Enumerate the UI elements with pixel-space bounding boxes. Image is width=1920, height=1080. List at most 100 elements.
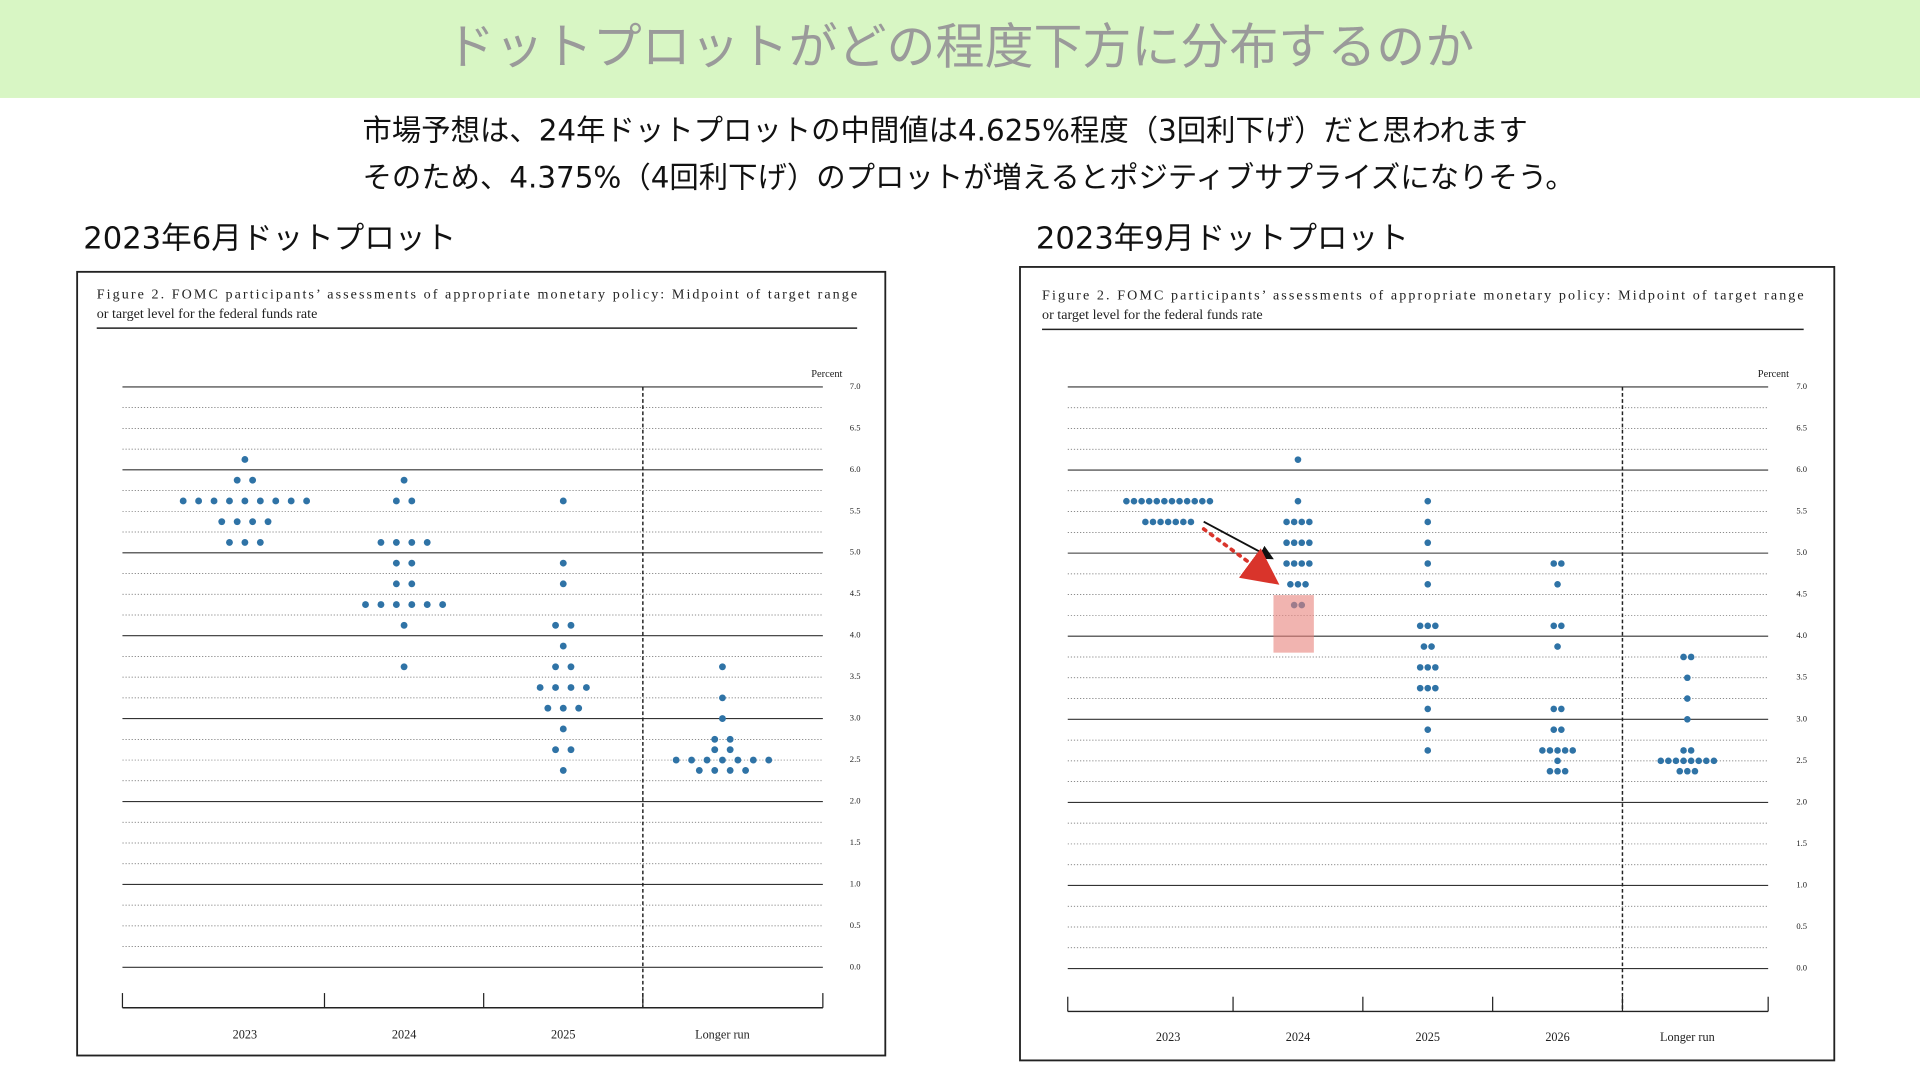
- dot: [552, 621, 559, 629]
- dot: [179, 497, 187, 505]
- y-tick-label: 2.0: [1796, 796, 1807, 806]
- dot: [423, 538, 431, 546]
- dot: [734, 756, 742, 764]
- dot: [726, 746, 734, 754]
- dot: [1424, 539, 1432, 547]
- dot: [1183, 497, 1191, 505]
- dot: [567, 684, 575, 691]
- dot: [1290, 539, 1298, 547]
- x-tick-label: 2025: [551, 1028, 575, 1042]
- dot: [711, 766, 719, 774]
- dot: [1665, 757, 1672, 765]
- dot: [1287, 580, 1294, 588]
- dot: [1424, 726, 1432, 733]
- y-tick-label: 3.0: [850, 713, 861, 723]
- dot: [672, 756, 680, 764]
- x-tick-label: 2024: [392, 1028, 416, 1042]
- dot: [423, 601, 431, 609]
- dot: [226, 538, 233, 546]
- dot: [559, 580, 567, 588]
- dot: [1130, 497, 1138, 505]
- dot: [1561, 767, 1569, 775]
- dot: [1554, 767, 1561, 775]
- figure-title: or target level for the federal funds ra…: [1042, 307, 1263, 323]
- dot: [392, 538, 400, 546]
- dot: [1687, 747, 1695, 754]
- dot: [1546, 747, 1554, 754]
- dot: [1684, 695, 1691, 702]
- dot: [1569, 747, 1577, 754]
- dot: [1428, 643, 1435, 650]
- dot: [1172, 518, 1180, 526]
- dot: [1432, 664, 1439, 671]
- slide-title: ドットプロットがどの程度下方に分布するのか: [446, 19, 1474, 76]
- dot: [559, 642, 567, 650]
- dot: [249, 476, 257, 484]
- dot: [1416, 622, 1424, 630]
- y-tick-label: 3.0: [1796, 713, 1807, 723]
- y-tick-label: 5.5: [850, 505, 861, 515]
- dot: [1680, 653, 1687, 661]
- y-axis-label: Percent: [1758, 369, 1789, 380]
- dot: [726, 766, 734, 774]
- dot: [1298, 539, 1306, 547]
- y-tick-label: 0.0: [850, 961, 861, 971]
- dot: [256, 497, 264, 505]
- dot: [218, 518, 226, 526]
- dot: [1290, 518, 1298, 526]
- dot: [1153, 497, 1161, 505]
- dot: [256, 538, 264, 546]
- y-tick-label: 0.5: [850, 920, 861, 930]
- dot: [1680, 747, 1687, 754]
- dot: [1424, 560, 1432, 567]
- dot: [1424, 622, 1432, 630]
- chart-caption: 2023年9月ドットプロット: [1036, 222, 1409, 257]
- dot: [1294, 580, 1302, 588]
- dot: [582, 684, 590, 691]
- dot: [1416, 684, 1424, 692]
- dot: [392, 601, 400, 609]
- y-tick-label: 0.0: [1796, 963, 1807, 973]
- dot: [1298, 518, 1306, 526]
- dot: [1424, 580, 1432, 588]
- header-band: [0, 0, 1920, 98]
- y-tick-label: 1.0: [1796, 879, 1807, 889]
- dot: [210, 497, 218, 505]
- dot: [1550, 726, 1558, 733]
- dot: [392, 497, 400, 505]
- dot: [719, 694, 726, 702]
- y-tick-label: 7.0: [1796, 381, 1807, 391]
- dot: [742, 766, 750, 774]
- dot: [1420, 643, 1428, 650]
- dot: [1145, 497, 1153, 505]
- dot: [1424, 705, 1432, 713]
- y-axis-label: Percent: [811, 369, 842, 380]
- dot: [1168, 497, 1176, 505]
- dot: [1424, 497, 1432, 505]
- dot: [719, 663, 726, 671]
- dot: [726, 735, 734, 743]
- dot: [1294, 497, 1302, 505]
- dot: [408, 497, 416, 505]
- chart-frame: [76, 270, 887, 1057]
- y-tick-label: 1.5: [1796, 838, 1807, 848]
- dot: [400, 476, 408, 484]
- y-tick-label: 2.5: [1796, 755, 1807, 765]
- dot: [559, 497, 567, 505]
- dot: [241, 538, 249, 546]
- dot: [1657, 757, 1665, 765]
- dot: [1558, 560, 1565, 567]
- x-tick-label: 2024: [1286, 1030, 1310, 1044]
- dot: [544, 704, 552, 712]
- dot: [1684, 674, 1691, 682]
- dot: [1691, 767, 1699, 775]
- dot: [1191, 497, 1199, 505]
- y-tick-label: 2.5: [850, 754, 861, 764]
- dot: [1424, 518, 1432, 526]
- dot: [241, 497, 249, 505]
- dot: [1539, 747, 1546, 754]
- highlight-box: [1273, 595, 1314, 653]
- dot: [400, 663, 408, 671]
- dot: [1554, 643, 1561, 650]
